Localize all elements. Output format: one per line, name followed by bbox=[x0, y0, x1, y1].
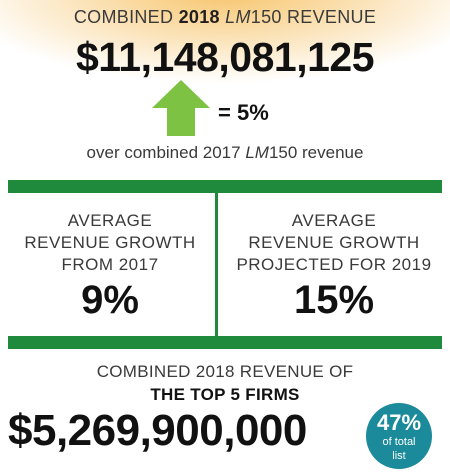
stat-left-value: 9% bbox=[10, 278, 210, 323]
stat-right-line1: AVERAGE bbox=[234, 210, 434, 232]
bottom-divider-bar bbox=[8, 336, 442, 349]
stat-left-line1: AVERAGE bbox=[10, 210, 210, 232]
title-year: 2018 bbox=[179, 7, 220, 27]
top5-label: COMBINED 2018 REVENUE OF bbox=[0, 362, 450, 382]
share-badge: 47% of total list bbox=[366, 403, 432, 469]
total-revenue: $11,148,081,125 bbox=[0, 34, 450, 81]
up-arrow-shape bbox=[152, 80, 210, 136]
stat-right-label: AVERAGE REVENUE GROWTH PROJECTED FOR 201… bbox=[234, 210, 434, 276]
share-badge-percent: 47% bbox=[366, 412, 432, 434]
stat-left-label: AVERAGE REVENUE GROWTH FROM 2017 bbox=[10, 210, 210, 276]
share-badge-line2: list bbox=[366, 450, 432, 462]
stat-right-line3: PROJECTED FOR 2019 bbox=[234, 254, 434, 276]
up-arrow-icon bbox=[152, 80, 210, 136]
title-prefix: COMBINED bbox=[74, 7, 173, 27]
top-divider-bar bbox=[8, 180, 442, 193]
stat-left-line3: FROM 2017 bbox=[10, 254, 210, 276]
title-suffix: 150 REVENUE bbox=[251, 7, 376, 27]
stat-left-line2: REVENUE GROWTH bbox=[10, 232, 210, 254]
stat-right-line2: REVENUE GROWTH bbox=[234, 232, 434, 254]
comparison-brand: LM bbox=[245, 143, 269, 162]
comparison-suffix: 150 revenue bbox=[269, 143, 364, 162]
growth-percent: = 5% bbox=[218, 100, 269, 126]
share-badge-line1: of total bbox=[366, 436, 432, 448]
comparison-caption: over combined 2017 LM150 revenue bbox=[0, 143, 450, 163]
comparison-prefix: over combined 2017 bbox=[87, 143, 241, 162]
center-divider bbox=[215, 193, 218, 336]
title-brand: LM bbox=[225, 7, 251, 27]
top5-label-bold: THE TOP 5 FIRMS bbox=[0, 385, 450, 405]
top5-revenue: $5,269,900,000 bbox=[8, 406, 307, 456]
infographic-title: COMBINED 2018 LM150 REVENUE bbox=[0, 7, 450, 28]
stat-right-value: 15% bbox=[234, 278, 434, 323]
